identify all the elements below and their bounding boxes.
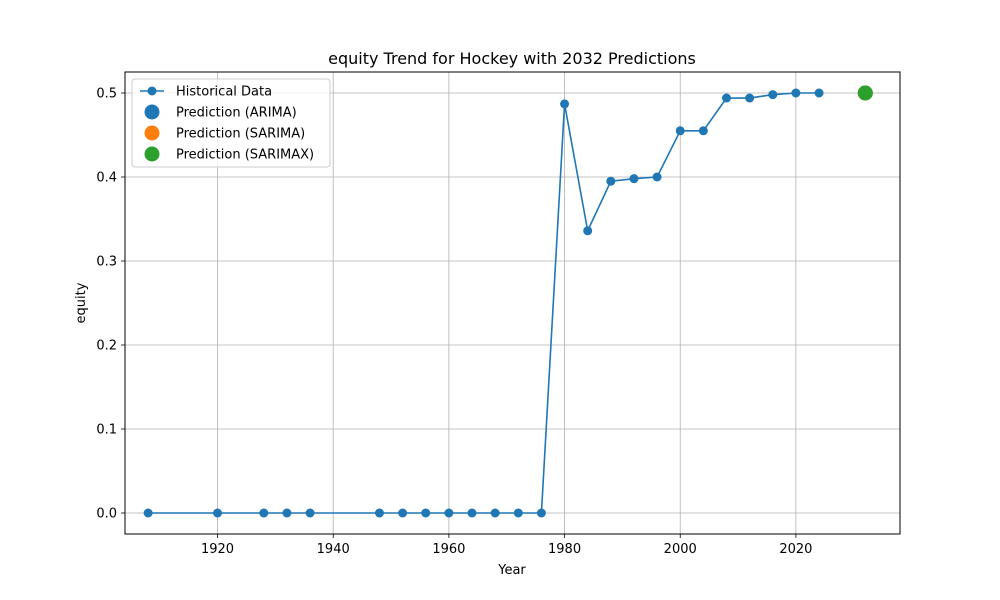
historical-data-point: [305, 508, 315, 518]
x-tick-label: 1920: [201, 542, 234, 557]
legend-marker: [147, 86, 157, 96]
historical-data-point: [560, 99, 570, 109]
y-tick-label: 0.3: [96, 255, 117, 270]
legend-label: Historical Data: [176, 85, 272, 100]
y-tick-label: 0.5: [96, 87, 117, 102]
y-tick-label: 0.0: [96, 507, 117, 522]
legend-marker: [144, 104, 160, 120]
historical-data-point: [259, 508, 269, 518]
historical-data-point: [444, 508, 454, 518]
x-tick-label: 2020: [779, 542, 812, 557]
x-tick-label: 1960: [432, 542, 465, 557]
y-tick-label: 0.1: [96, 423, 117, 438]
historical-data-point: [814, 88, 824, 98]
legend-marker: [144, 146, 160, 162]
historical-data-point: [421, 508, 431, 518]
historical-data-point: [467, 508, 477, 518]
historical-data-point: [698, 126, 708, 136]
historical-data-point: [213, 508, 223, 518]
historical-data-point: [583, 226, 593, 236]
historical-data-point: [282, 508, 292, 518]
historical-data-point: [675, 126, 685, 136]
x-tick-label: 2000: [664, 542, 697, 557]
historical-data-point: [536, 508, 546, 518]
historical-data-point: [143, 508, 153, 518]
historical-data-point: [721, 93, 731, 103]
plot-frame: [124, 71, 901, 535]
legend-box: [131, 78, 331, 168]
historical-data-point: [791, 88, 801, 98]
historical-data-point: [513, 508, 523, 518]
legend-label: Prediction (SARIMA): [176, 127, 305, 142]
y-tick-label: 0.4: [96, 171, 117, 186]
historical-data-point: [652, 172, 662, 182]
legend-label: Prediction (SARIMAX): [176, 148, 314, 163]
historical-data-point: [398, 508, 408, 518]
historical-data-point: [745, 93, 755, 103]
historical-data-point: [374, 508, 384, 518]
x-axis-label: Year: [497, 563, 526, 578]
legend-marker: [144, 125, 160, 141]
chart-title: equity Trend for Hockey with 2032 Predic…: [328, 49, 696, 68]
axis-ticks: 1920 1940 1960 1980 2000 2020 0.0 0.1 0.2 0.3 0.4 0…: [96, 87, 812, 558]
y-tick-label: 0.2: [96, 339, 117, 354]
historical-data-point: [768, 90, 778, 100]
historical-data-point: [606, 176, 616, 186]
x-tick-label: 1980: [548, 542, 581, 557]
x-tick-label: 1940: [317, 542, 350, 557]
historical-data-point: [629, 174, 639, 184]
historical-data-point: [490, 508, 500, 518]
legend-label: Prediction (ARIMA): [176, 106, 297, 121]
data-series: [143, 85, 873, 518]
prediction-point: [857, 85, 873, 101]
y-axis-label: equity: [74, 282, 89, 323]
legend: Historical Data Prediction (ARIMA) Predict…: [131, 78, 331, 168]
